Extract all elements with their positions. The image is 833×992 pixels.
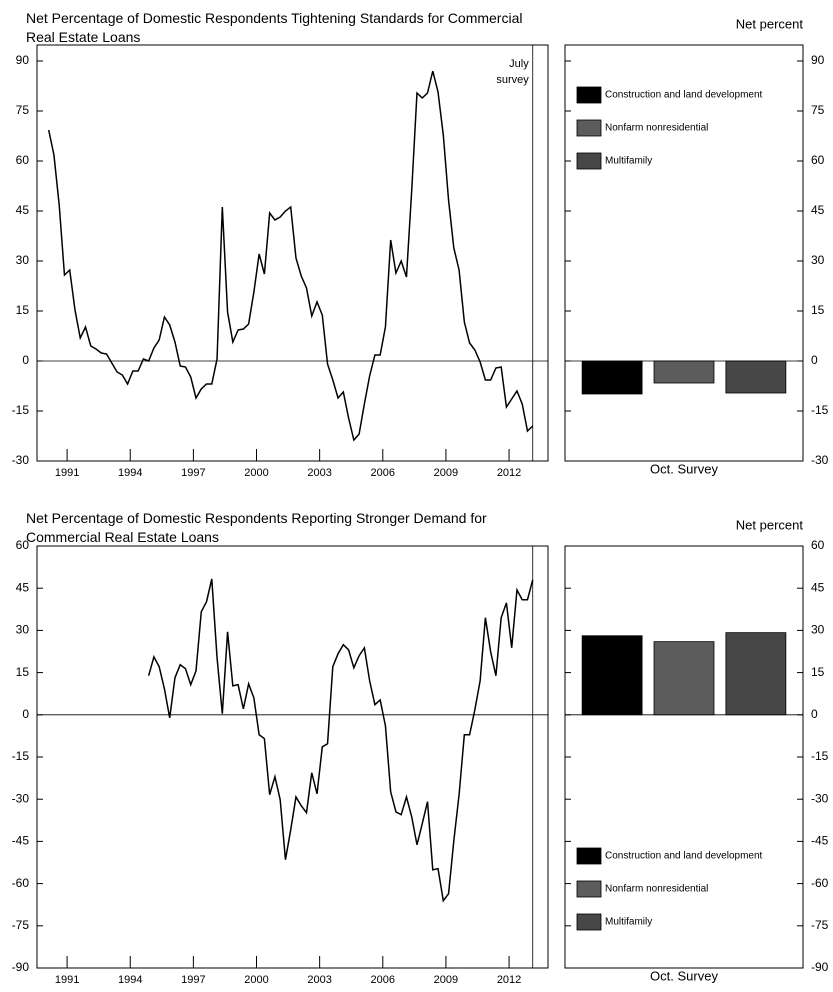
x-tick-label: 2000 [244,974,268,986]
x-tick-label: 2003 [307,467,331,479]
y-tick-label: -75 [811,918,829,932]
y-tick-label: -30 [811,791,829,805]
legend-swatch [576,86,602,104]
chart-title: Net Percentage of Domestic Respondents T… [26,10,523,45]
line-series [147,578,534,903]
x-tick-label: 1997 [181,467,205,479]
plot-frame [36,44,549,462]
y-tick-label: 0 [22,353,29,367]
y-tick-label: 15 [16,665,30,679]
plot-frame [564,44,804,462]
legend-swatch [576,880,602,898]
bar [581,360,643,395]
y-tick-label: -90 [811,960,829,974]
x-tick-label: 2000 [244,467,268,479]
y-tick-label: -30 [811,453,829,467]
plot-frame [36,545,549,969]
legend-swatch [576,152,602,170]
x-tick-label: 1994 [118,467,142,479]
legend-label: Nonfarm nonresidential [605,884,708,895]
legend-swatch [576,119,602,137]
x-tick-label: 2012 [497,974,521,986]
y-tick-label: -45 [811,834,829,848]
y-tick-label: -60 [811,876,829,890]
y-tick-label: -15 [12,403,30,417]
legend-label: Multifamily [605,917,652,928]
y-tick-label: -30 [12,791,30,805]
y-axis-label: Net percent [736,517,804,532]
y-tick-label: -30 [12,453,30,467]
y-tick-label: 90 [16,53,30,67]
bar [653,360,715,384]
legend-label: Construction and land development [605,90,763,101]
y-tick-label: 0 [811,707,818,721]
legend-swatch [576,913,602,931]
plot-frame [564,545,804,969]
y-tick-label: 45 [811,203,825,217]
y-tick-label: 15 [811,665,825,679]
y-tick-label: -15 [811,749,829,763]
legend-label: Construction and land development [605,851,763,862]
x-tick-label: 2009 [434,467,458,479]
y-axis-label: Net percent [736,16,804,31]
annotation: July survey [496,58,529,86]
y-tick-label: -90 [12,960,30,974]
legend-swatch [576,847,602,865]
y-tick-label: 30 [811,623,825,637]
legend-label: Nonfarm nonresidential [605,123,708,134]
y-tick-label: 30 [16,623,30,637]
y-tick-label: -75 [12,918,30,932]
y-tick-label: -15 [811,403,829,417]
y-tick-label: 45 [811,580,825,594]
y-tick-label: 75 [16,103,30,117]
x-tick-label: 1991 [55,467,79,479]
bar [725,632,787,716]
bar [725,360,787,394]
x-tick-label: 2012 [497,467,521,479]
x-tick-label: 2006 [371,467,395,479]
y-tick-label: 30 [811,253,825,267]
y-tick-label: 60 [16,538,30,552]
y-tick-label: -45 [12,834,30,848]
x-tick-label: 1997 [181,974,205,986]
y-tick-label: -60 [12,876,30,890]
y-tick-label: 90 [811,53,825,67]
y-tick-label: 60 [16,153,30,167]
y-tick-label: 15 [16,303,30,317]
bar [653,641,715,716]
y-tick-label: 15 [811,303,825,317]
x-tick-label: 2003 [307,974,331,986]
line-series [47,70,534,442]
chart-title: Net Percentage of Domestic Respondents R… [26,510,487,545]
y-tick-label: 45 [16,203,30,217]
y-tick-label: -15 [12,749,30,763]
x-tick-label: 1991 [55,974,79,986]
y-tick-label: 30 [16,253,30,267]
x-tick-label: 1994 [118,974,142,986]
y-tick-label: 60 [811,153,825,167]
y-tick-label: 60 [811,538,825,552]
y-tick-label: 75 [811,103,825,117]
x-tick-label: Oct. Survey [650,461,718,476]
x-tick-label: Oct. Survey [650,968,718,983]
x-tick-label: 2006 [371,974,395,986]
y-tick-label: 0 [811,353,818,367]
x-tick-label: 2009 [434,974,458,986]
y-tick-label: 45 [16,580,30,594]
legend-label: Multifamily [605,156,652,167]
bar [581,635,643,716]
y-tick-label: 0 [22,707,29,721]
